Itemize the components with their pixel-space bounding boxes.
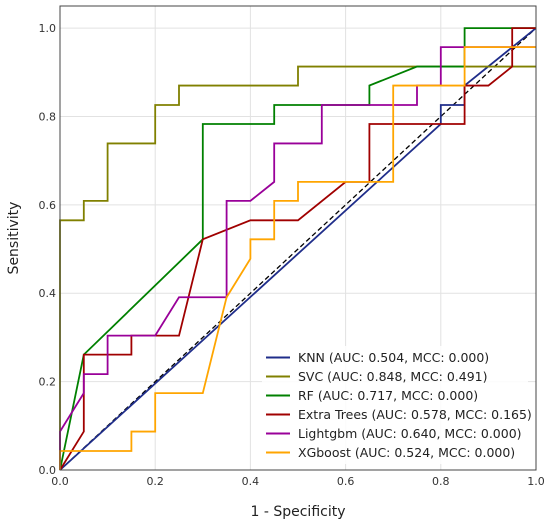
- grid: [59, 6, 537, 471]
- legend-label-4: Lightgbm (AUC: 0.640, MCC: 0.000): [298, 426, 522, 441]
- series-lines: [59, 27, 537, 471]
- series-line-5: [59, 46, 536, 470]
- x-tick-label: 1.0: [527, 475, 545, 488]
- y-tick-label: 0.4: [39, 287, 57, 300]
- diagonal-line: [59, 27, 537, 471]
- y-tick-label: 0.0: [39, 464, 57, 477]
- x-tick-label: 0.4: [242, 475, 260, 488]
- diagonal-reference: [59, 27, 537, 471]
- legend-label-0: KNN (AUC: 0.504, MCC: 0.000): [298, 350, 489, 365]
- y-tick-label: 1.0: [39, 22, 57, 35]
- x-tick-label: 0.8: [432, 475, 450, 488]
- x-axis-label: 1 - Specificity: [250, 504, 345, 520]
- x-tick-label: 0.6: [337, 475, 355, 488]
- legend-label-2: RF (AUC: 0.717, MCC: 0.000): [298, 388, 478, 403]
- tick-labels: 0.0 0.2 0.4 0.6 0.8 1.0 0.0 0.2 0.4 0.6 0.8 1.0: [39, 22, 545, 488]
- legend: KNN (AUC: 0.504, MCC: 0.000) SVC (AUC: 0.…: [262, 346, 532, 464]
- legend-box: [262, 346, 528, 464]
- y-tick-label: 0.2: [39, 376, 57, 389]
- y-axis-label: Sensitivity: [6, 202, 22, 275]
- y-tick-label: 0.8: [39, 110, 57, 123]
- x-tick-label: 0.2: [146, 475, 164, 488]
- y-tick-label: 0.6: [39, 199, 57, 212]
- series-line-1: [59, 65, 536, 470]
- legend-label-1: SVC (AUC: 0.848, MCC: 0.491): [298, 369, 488, 384]
- legend-label-5: XGboost (AUC: 0.524, MCC: 0.000): [298, 445, 515, 460]
- plot-area-frame: [59, 5, 537, 471]
- series-line-3: [59, 27, 536, 471]
- x-tick-label: 0.0: [51, 475, 69, 488]
- legend-label-3: Extra Trees (AUC: 0.578, MCC: 0.165): [298, 407, 532, 422]
